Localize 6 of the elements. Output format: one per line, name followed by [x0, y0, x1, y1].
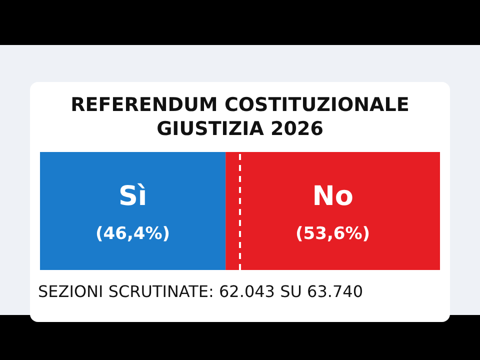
text: SEZIONI SCRUTINATE: 62.043 SU 63.740: [38, 282, 363, 301]
chart-title: REFERENDUM COSTITUZIONALE GIUSTIZIA 2026: [70, 93, 410, 141]
series-label: Sì: [118, 181, 148, 212]
data-label: (46,4%): [96, 224, 170, 244]
series-label: No: [312, 181, 354, 212]
data-label: (53,6%): [296, 224, 370, 244]
